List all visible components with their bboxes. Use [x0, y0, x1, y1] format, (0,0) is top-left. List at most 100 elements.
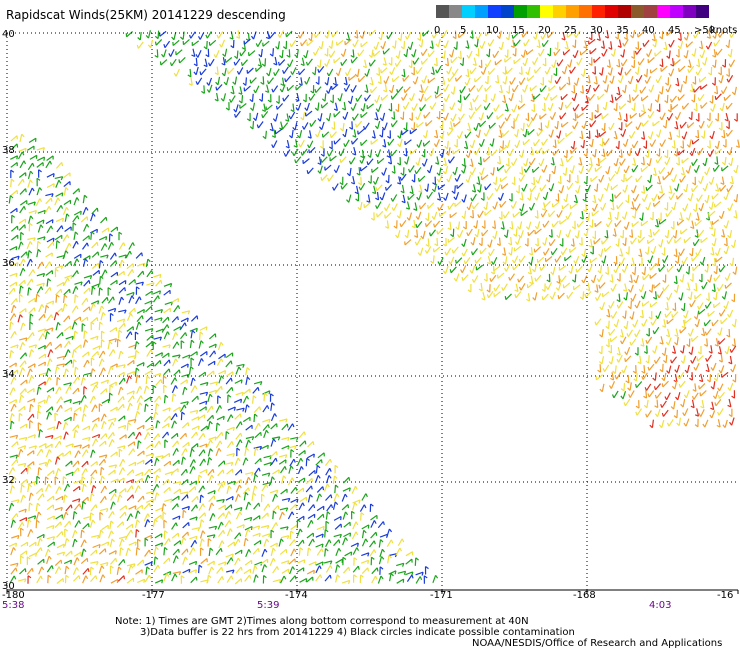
wind-barb: [253, 574, 257, 583]
wind-barb-flag: [318, 565, 322, 570]
wind-barb-flag: [152, 282, 155, 287]
wind-barb: [235, 511, 241, 520]
wind-barb-flag: [475, 53, 480, 57]
wind-barb: [714, 39, 721, 47]
wind-barb-flag: [101, 565, 105, 569]
wind-barb-flag: [273, 62, 278, 66]
wind-barb-flag: [187, 310, 191, 315]
wind-barb-flag: [51, 435, 54, 440]
wind-barb-flag: [483, 158, 485, 162]
wind-barb-flag: [33, 307, 36, 312]
wind-barb-flag: [653, 203, 655, 207]
wind-barb-flag: [190, 357, 195, 361]
wind-barb: [125, 331, 132, 339]
wind-barb: [206, 31, 212, 39]
wind-barb: [335, 102, 338, 111]
wind-barb: [153, 273, 162, 278]
wind-barb-flag: [588, 62, 593, 66]
wind-barb: [611, 184, 619, 191]
wind-barb-flag: [350, 54, 355, 58]
wind-barb: [215, 422, 218, 431]
wind-barb-flag: [270, 529, 275, 533]
wind-barb-flag: [733, 199, 737, 203]
wind-barb: [415, 166, 422, 175]
wind-barb: [56, 363, 65, 367]
wind-barb: [242, 457, 247, 466]
wind-barb: [146, 349, 152, 357]
wind-barb-flag: [200, 547, 204, 551]
wind-barb-flag: [225, 107, 230, 111]
wind-barb-flag: [242, 407, 245, 412]
wind-barb: [55, 240, 58, 249]
wind-barb-flag: [265, 36, 270, 40]
wind-barb: [162, 344, 171, 348]
wind-barb-flag: [237, 493, 241, 498]
wind-barb-flag: [331, 33, 334, 38]
wind-barb-flag: [461, 199, 465, 203]
wind-barb: [226, 453, 235, 457]
wind-barb: [610, 67, 613, 76]
wind-barb: [325, 494, 332, 501]
wind-barb-flag: [239, 511, 243, 516]
wind-barb-flag: [548, 187, 552, 192]
wind-barb-flag: [419, 107, 422, 112]
wind-barb-flag: [67, 483, 71, 488]
wind-barb: [127, 565, 132, 574]
wind-barb-flag: [284, 466, 287, 470]
wind-barb-flag: [340, 62, 343, 66]
wind-barb-flag: [477, 214, 480, 218]
wind-barb: [383, 139, 387, 148]
wind-barb: [44, 205, 50, 214]
wind-barb-flag: [691, 99, 695, 103]
wind-barb-flag: [654, 224, 659, 228]
wind-barb-flag: [520, 127, 524, 132]
wind-barb-flag: [246, 118, 251, 122]
wind-barb: [54, 506, 63, 511]
wind-barb-flag: [23, 463, 27, 468]
wind-barb-flag: [645, 206, 649, 211]
wind-barb: [634, 210, 637, 219]
wind-barb: [200, 425, 208, 432]
wind-barb-flag: [303, 559, 306, 564]
wind-barb: [666, 29, 674, 37]
wind-barb: [11, 534, 20, 539]
wind-barb-flag: [130, 513, 133, 518]
wind-barb-flag: [664, 100, 668, 104]
wind-barb-flag: [576, 223, 579, 228]
wind-barb: [576, 112, 584, 119]
wind-barb-flag: [714, 162, 719, 165]
wind-barb-flag: [483, 132, 487, 137]
wind-barb-flag: [151, 316, 153, 321]
wind-barb-flag: [335, 72, 339, 77]
wind-barb: [63, 199, 71, 206]
wind-barb-flag: [592, 236, 596, 240]
wind-barb: [492, 93, 496, 102]
wind-barb: [73, 551, 82, 557]
wind-barb: [19, 360, 26, 368]
wind-barb: [299, 496, 307, 503]
wind-barb-flag: [279, 127, 283, 130]
wind-barb: [610, 41, 613, 50]
wind-barb: [510, 77, 516, 85]
wind-barb: [92, 543, 101, 549]
wind-barb-flag: [205, 326, 208, 331]
wind-barb: [396, 578, 404, 584]
wind-barb-flag: [138, 321, 142, 326]
wind-barb-flag: [381, 548, 385, 553]
wind-barb: [649, 174, 652, 183]
wind-barb: [270, 423, 278, 430]
wind-barb-flag: [314, 107, 319, 111]
wind-barb-flag: [528, 161, 532, 166]
wind-barb: [266, 104, 273, 111]
wind-barb: [665, 120, 668, 129]
wind-barb: [46, 411, 50, 420]
wind-barb: [464, 210, 467, 219]
wind-barb: [28, 269, 34, 277]
wind-barb-flag: [44, 462, 48, 467]
wind-barb-flag: [107, 287, 112, 291]
wind-barb-flag: [509, 226, 514, 230]
wind-barb-flag: [176, 440, 179, 445]
wind-barb-flag: [177, 316, 179, 321]
wind-barb: [46, 237, 55, 243]
wind-barb-flag: [414, 235, 418, 239]
